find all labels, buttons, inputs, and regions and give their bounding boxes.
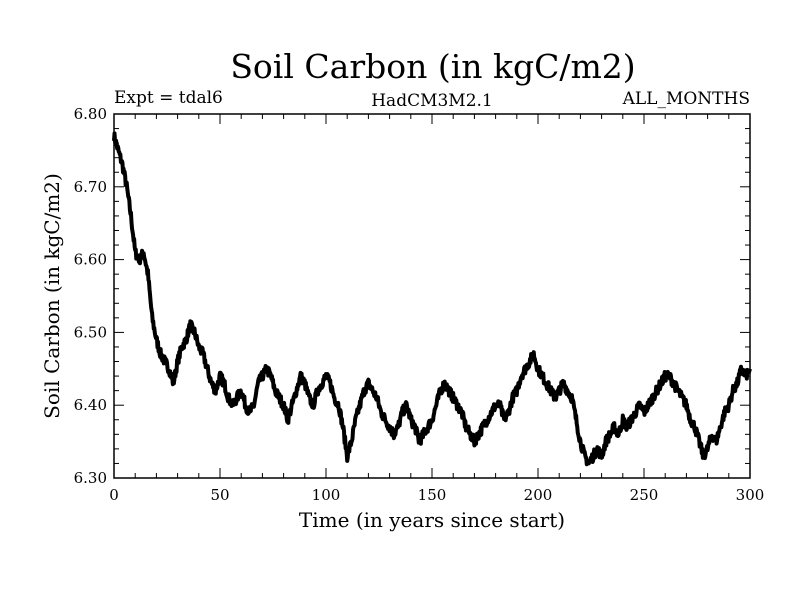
chart-title: Soil Carbon (in kgC/m2)	[230, 47, 635, 86]
y-tick-label: 6.80	[74, 105, 107, 123]
x-tick-label: 50	[210, 486, 229, 504]
experiment-label: Expt = tdal6	[114, 88, 223, 108]
y-axis-label: Soil Carbon (in kgC/m2)	[40, 173, 64, 419]
x-tick-label: 100	[312, 486, 341, 504]
x-tick-label: 0	[109, 486, 119, 504]
y-tick-label: 6.60	[74, 251, 107, 269]
y-tick-label: 6.50	[74, 323, 107, 341]
x-tick-label: 200	[524, 486, 553, 504]
x-tick-label: 300	[736, 486, 765, 504]
axis-ticks	[113, 113, 751, 479]
y-tick-label: 6.70	[74, 178, 107, 196]
months-label: ALL_MONTHS	[622, 89, 750, 109]
model-label: HadCM3M2.1	[371, 91, 493, 111]
x-tick-label: 250	[630, 486, 659, 504]
y-tick-label: 6.30	[74, 469, 107, 487]
x-axis-label: Time (in years since start)	[299, 508, 565, 532]
tick-labels: 0 50 100 150 200 250 300 6.30 6.40 6.50 6.60 6.70 6.…	[74, 105, 765, 504]
y-tick-label: 6.40	[74, 396, 107, 414]
x-tick-label: 150	[418, 486, 447, 504]
soil-carbon-series-line	[112, 131, 752, 467]
